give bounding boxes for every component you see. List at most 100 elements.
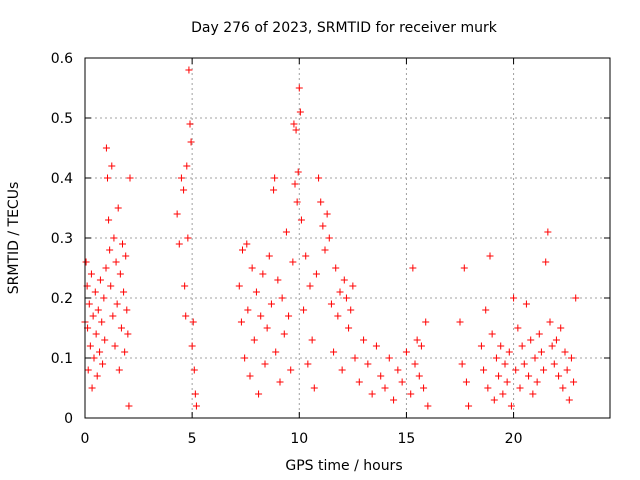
data-point [486, 252, 494, 260]
data-point [484, 384, 492, 392]
data-point [192, 402, 200, 410]
chart-title: Day 276 of 2023, SRMTID for receiver mur… [191, 20, 498, 36]
data-point [462, 378, 470, 386]
data-point [92, 330, 100, 338]
data-point [109, 312, 117, 320]
data-point [120, 288, 128, 296]
data-point [336, 288, 344, 296]
data-point [317, 198, 325, 206]
data-point [529, 390, 537, 398]
data-point [280, 330, 288, 338]
data-point [87, 270, 95, 278]
y-axis: 0 0.1 0.2 0.3 0.4 0.5 0.6 [51, 51, 610, 427]
data-point [345, 324, 353, 332]
data-point [516, 384, 524, 392]
data-point [84, 366, 92, 374]
data-point [306, 282, 314, 290]
data-point [126, 174, 134, 182]
data-point [294, 168, 302, 176]
data-point [88, 384, 96, 392]
data-point [330, 348, 338, 356]
data-point [319, 222, 327, 230]
data-point [550, 360, 558, 368]
data-point [188, 342, 196, 350]
data-point [189, 318, 197, 326]
data-point [241, 354, 249, 362]
data-point [282, 228, 290, 236]
data-point [124, 330, 132, 338]
data-point [525, 372, 533, 380]
data-point [347, 306, 355, 314]
data-point [257, 312, 265, 320]
data-point [338, 366, 346, 374]
data-point [394, 366, 402, 374]
data-point [364, 360, 372, 368]
data-points [81, 66, 580, 410]
data-point [304, 360, 312, 368]
data-point [121, 348, 129, 356]
data-point [278, 294, 286, 302]
data-point [96, 348, 104, 356]
data-point [182, 312, 190, 320]
data-point [537, 348, 545, 356]
y-tick-label: 0.3 [51, 231, 73, 247]
y-tick-label: 0.5 [51, 111, 73, 127]
data-point [265, 252, 273, 260]
data-point [186, 120, 194, 128]
data-point [285, 312, 293, 320]
data-point [108, 162, 116, 170]
data-point [312, 270, 320, 278]
data-point [295, 84, 303, 92]
data-point [377, 372, 385, 380]
data-point [302, 252, 310, 260]
data-point [465, 402, 473, 410]
data-point [572, 294, 580, 302]
data-point [86, 342, 94, 350]
data-point [106, 246, 114, 254]
data-point [507, 402, 515, 410]
data-point [116, 270, 124, 278]
data-point [424, 402, 432, 410]
data-point [261, 360, 269, 368]
data-point [122, 252, 130, 260]
data-point [546, 318, 554, 326]
data-point [548, 342, 556, 350]
data-point [237, 318, 245, 326]
data-point [497, 342, 505, 350]
data-point [191, 390, 199, 398]
data-point [252, 288, 260, 296]
y-tick-label: 0.6 [51, 51, 73, 67]
data-point [567, 354, 575, 362]
data-point [308, 336, 316, 344]
data-point [89, 312, 97, 320]
data-point [540, 366, 548, 374]
data-point [420, 384, 428, 392]
data-point [409, 264, 417, 272]
data-point [82, 258, 90, 266]
data-point [111, 342, 119, 350]
data-point [250, 336, 258, 344]
data-point [187, 138, 195, 146]
data-point [372, 342, 380, 350]
data-point [248, 264, 256, 272]
data-point [360, 336, 368, 344]
data-point [503, 378, 511, 386]
data-point [113, 300, 121, 308]
data-point [101, 336, 109, 344]
data-point [458, 360, 466, 368]
data-point [520, 360, 528, 368]
data-point [93, 372, 101, 380]
data-point [557, 324, 565, 332]
data-point [552, 336, 560, 344]
data-point [490, 396, 498, 404]
data-point [413, 336, 421, 344]
data-point [184, 234, 192, 242]
data-point [518, 342, 526, 350]
data-point [114, 204, 122, 212]
data-point [501, 360, 509, 368]
data-point [274, 276, 282, 284]
data-point [402, 348, 410, 356]
data-point [115, 366, 123, 374]
data-point [514, 324, 522, 332]
